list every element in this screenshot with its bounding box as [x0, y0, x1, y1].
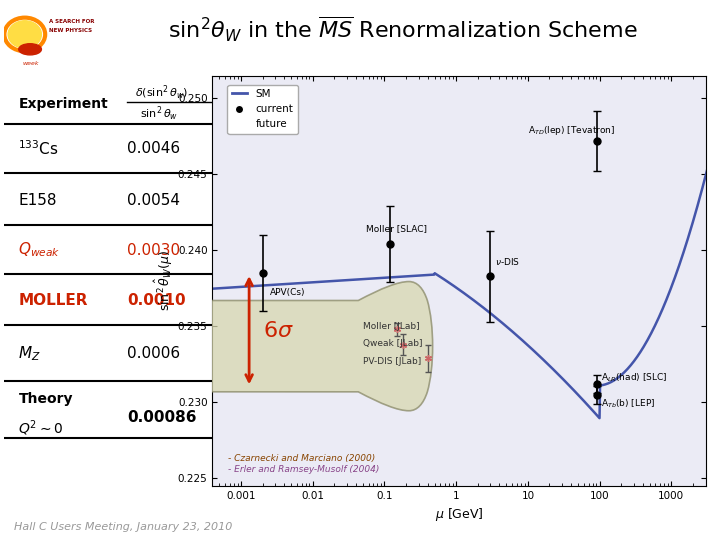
Ellipse shape: [0, 281, 433, 411]
Text: NEW PHYSICS: NEW PHYSICS: [49, 28, 92, 33]
Text: sin$^2\theta_W$ in the $\overline{MS}$ Renormalization Scheme: sin$^2\theta_W$ in the $\overline{MS}$ R…: [168, 15, 638, 44]
Text: APV(Cs): APV(Cs): [269, 288, 305, 298]
Text: A$_{TD}$(lep) [Tevatron]: A$_{TD}$(lep) [Tevatron]: [528, 124, 616, 137]
Text: - Erler and Ramsey-Musolf (2004): - Erler and Ramsey-Musolf (2004): [228, 465, 379, 474]
Text: - Czarnecki and Marciano (2000): - Czarnecki and Marciano (2000): [228, 454, 375, 463]
Text: $Q^2 \sim 0$: $Q^2 \sim 0$: [19, 418, 64, 437]
Text: 0.0006: 0.0006: [127, 347, 180, 361]
Circle shape: [8, 21, 42, 48]
Text: 0.0046: 0.0046: [127, 141, 180, 156]
Text: PV-DIS [JLab]: PV-DIS [JLab]: [363, 357, 421, 366]
Text: Moller [JLab]: Moller [JLab]: [363, 322, 420, 331]
Text: 0.0054: 0.0054: [127, 193, 180, 207]
Ellipse shape: [19, 44, 42, 55]
Text: A$_{LR}$(had) [SLC]: A$_{LR}$(had) [SLC]: [601, 372, 667, 384]
Text: 0.00086: 0.00086: [127, 410, 197, 425]
Text: $\sin^2\theta_w$: $\sin^2\theta_w$: [140, 105, 178, 123]
Text: week: week: [22, 61, 39, 66]
Text: A$_{Tb}$(b) [LEP]: A$_{Tb}$(b) [LEP]: [601, 397, 655, 410]
Y-axis label: $\sin^2\hat{\theta}_W(\mu)$: $\sin^2\hat{\theta}_W(\mu)$: [153, 250, 175, 312]
Text: Hall C Users Meeting, January 23, 2010: Hall C Users Meeting, January 23, 2010: [14, 522, 233, 532]
Text: $\nu$-DIS: $\nu$-DIS: [495, 255, 521, 267]
X-axis label: $\mu$ [GeV]: $\mu$ [GeV]: [435, 507, 483, 523]
Text: E158: E158: [19, 193, 57, 207]
Text: Theory: Theory: [19, 392, 73, 406]
Text: Experiment: Experiment: [19, 97, 108, 111]
Text: $6\sigma$: $6\sigma$: [263, 321, 293, 341]
Text: A SEARCH FOR: A SEARCH FOR: [49, 19, 94, 24]
Text: Moller [SLAC]: Moller [SLAC]: [366, 225, 427, 234]
Legend: SM, current, future: SM, current, future: [228, 85, 297, 134]
Text: MOLLER: MOLLER: [19, 293, 88, 308]
Text: $M_Z$: $M_Z$: [19, 345, 41, 363]
Text: $Q_{weak}$: $Q_{weak}$: [19, 241, 60, 259]
Text: 0.0010: 0.0010: [127, 293, 186, 308]
Text: $\delta(\sin^2\theta_w)$: $\delta(\sin^2\theta_w)$: [135, 84, 189, 103]
Text: Qweak [JLab]: Qweak [JLab]: [363, 339, 423, 348]
Text: $^{133}$Cs: $^{133}$Cs: [19, 139, 59, 158]
Text: 0.0030: 0.0030: [127, 242, 180, 258]
